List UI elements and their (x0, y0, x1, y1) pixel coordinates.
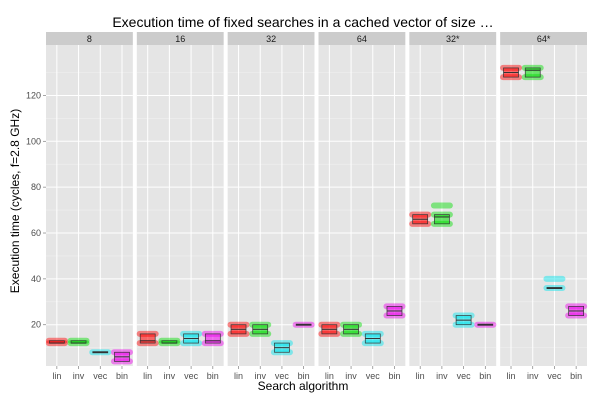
box-lin (139, 333, 156, 344)
x-tick-label: lin (416, 371, 425, 381)
data-point-vec (543, 275, 566, 282)
facet-panel-32*: 32* lin inv vec bin (409, 32, 497, 381)
x-tick-label: vec (366, 371, 381, 381)
facet-strip-label: 32 (266, 34, 276, 44)
chart-title: Execution time of fixed searches in a ca… (112, 14, 493, 30)
box-inv (524, 67, 541, 78)
x-tick-label: lin (234, 371, 243, 381)
facet-panel-64: 64 lin inv vec bin (318, 32, 406, 381)
x-tick-label: bin (570, 371, 582, 381)
x-tick-label: vec (275, 371, 290, 381)
panel-background (409, 45, 497, 366)
x-tick-label: lin (143, 371, 152, 381)
x-tick-label: inv (527, 371, 539, 381)
x-tick-label: lin (52, 371, 61, 381)
x-tick-label: inv (254, 371, 266, 381)
facet-strip-label: 16 (175, 34, 185, 44)
x-tick-label: inv (436, 371, 448, 381)
box-bin (204, 333, 221, 344)
panel-background (136, 45, 224, 366)
facet-strip (136, 32, 224, 45)
facet-strip (409, 32, 497, 45)
x-tick-label: bin (479, 371, 491, 381)
y-tick-label: 20 (31, 320, 41, 330)
x-tick-label: bin (116, 371, 128, 381)
facet-strip-label: 8 (87, 34, 92, 44)
facet-panel-64*: 64* lin inv vec bin (500, 32, 588, 381)
facet-strip-label: 64 (357, 34, 367, 44)
panel-background (46, 45, 133, 366)
facet-strip (500, 32, 587, 45)
x-tick-label: bin (298, 371, 310, 381)
facet-strip (227, 32, 315, 45)
x-tick-label: lin (325, 371, 334, 381)
y-tick-label: 60 (31, 228, 41, 238)
y-tick-label: 40 (31, 274, 41, 284)
x-tick-label: vec (457, 371, 472, 381)
y-tick-label: 100 (26, 136, 41, 146)
x-tick-label: vec (93, 371, 108, 381)
facet-strip-label: 32* (446, 34, 460, 44)
x-axis-title: Search algorithm (258, 379, 349, 393)
x-tick-label: lin (507, 371, 516, 381)
x-tick-label: bin (207, 371, 219, 381)
y-tick-label: 120 (26, 90, 41, 100)
facet-strip (318, 32, 406, 45)
facet-panel-32: 32 lin inv vec bin (227, 32, 315, 381)
box-inv (434, 214, 450, 225)
panel-background (227, 45, 315, 366)
facet-strip-label: 64* (537, 34, 551, 44)
data-point-inv (430, 202, 453, 209)
facet-panel-8: 8 lin inv vec bin (45, 32, 133, 381)
facet-strip (46, 32, 133, 45)
y-tick-label: 80 (31, 182, 41, 192)
y-axis: 20 40 60 80 100 120 (26, 90, 46, 330)
x-tick-label: vec (547, 371, 562, 381)
x-tick-label: bin (388, 371, 400, 381)
facet-panel-16: 16 lin inv vec bin (136, 32, 224, 381)
x-tick-label: vec (184, 371, 199, 381)
x-tick-label: inv (164, 371, 176, 381)
x-tick-label: inv (73, 371, 85, 381)
x-tick-label: inv (345, 371, 357, 381)
y-axis-title: Execution time (cycles, f=2.8 GHz) (8, 109, 22, 293)
